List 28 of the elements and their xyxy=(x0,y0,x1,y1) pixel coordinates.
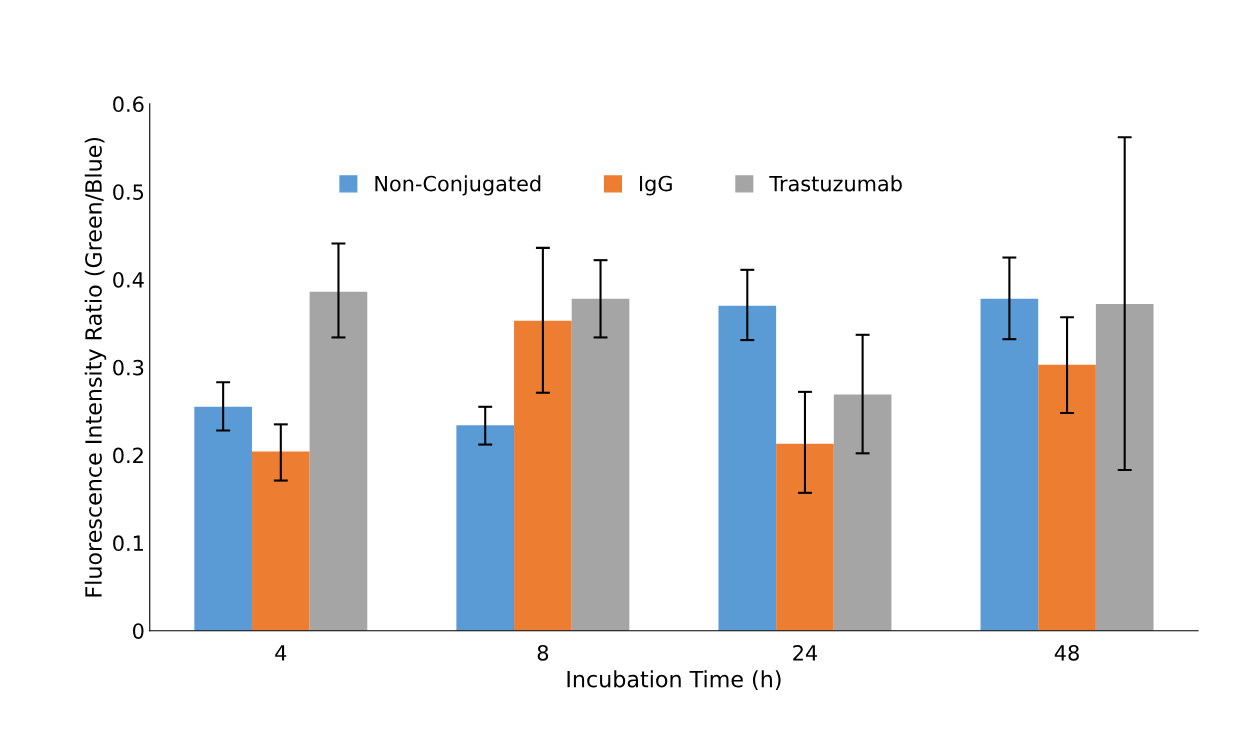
y-axis-title: Fluorescence Intensity Ratio (Green/Blue) xyxy=(84,137,107,597)
x-tick-label: 48 xyxy=(1054,644,1079,661)
y-tick-label: 0 xyxy=(133,623,144,639)
bar xyxy=(456,425,515,631)
bar xyxy=(1038,364,1096,631)
bar xyxy=(1095,304,1154,631)
bar xyxy=(718,305,777,631)
x-tick-label: 8 xyxy=(537,644,549,661)
x-tick-label: 24 xyxy=(793,644,818,661)
bar xyxy=(571,298,630,631)
y-tick-label: 0.2 xyxy=(113,447,143,464)
y-tick-label: 0.6 xyxy=(113,96,144,113)
y-tick-label: 0.3 xyxy=(113,359,144,376)
bar xyxy=(309,291,368,631)
legend-label: IgG xyxy=(640,175,672,196)
y-tick-label: 0.5 xyxy=(113,184,144,200)
x-axis-title: Incubation Time (h) xyxy=(567,670,781,691)
x-tick-label: 4 xyxy=(275,645,287,661)
bar xyxy=(251,451,310,631)
y-tick-label: 0.1 xyxy=(113,535,143,552)
y-tick-label: 0.4 xyxy=(113,271,144,288)
legend-label: Non-Conjugated xyxy=(375,175,541,196)
bar xyxy=(833,394,892,631)
bar xyxy=(514,320,572,631)
legend-label: Trastuzumab xyxy=(769,175,902,192)
bar xyxy=(980,298,1039,631)
bar xyxy=(776,443,834,631)
bar xyxy=(194,406,252,631)
